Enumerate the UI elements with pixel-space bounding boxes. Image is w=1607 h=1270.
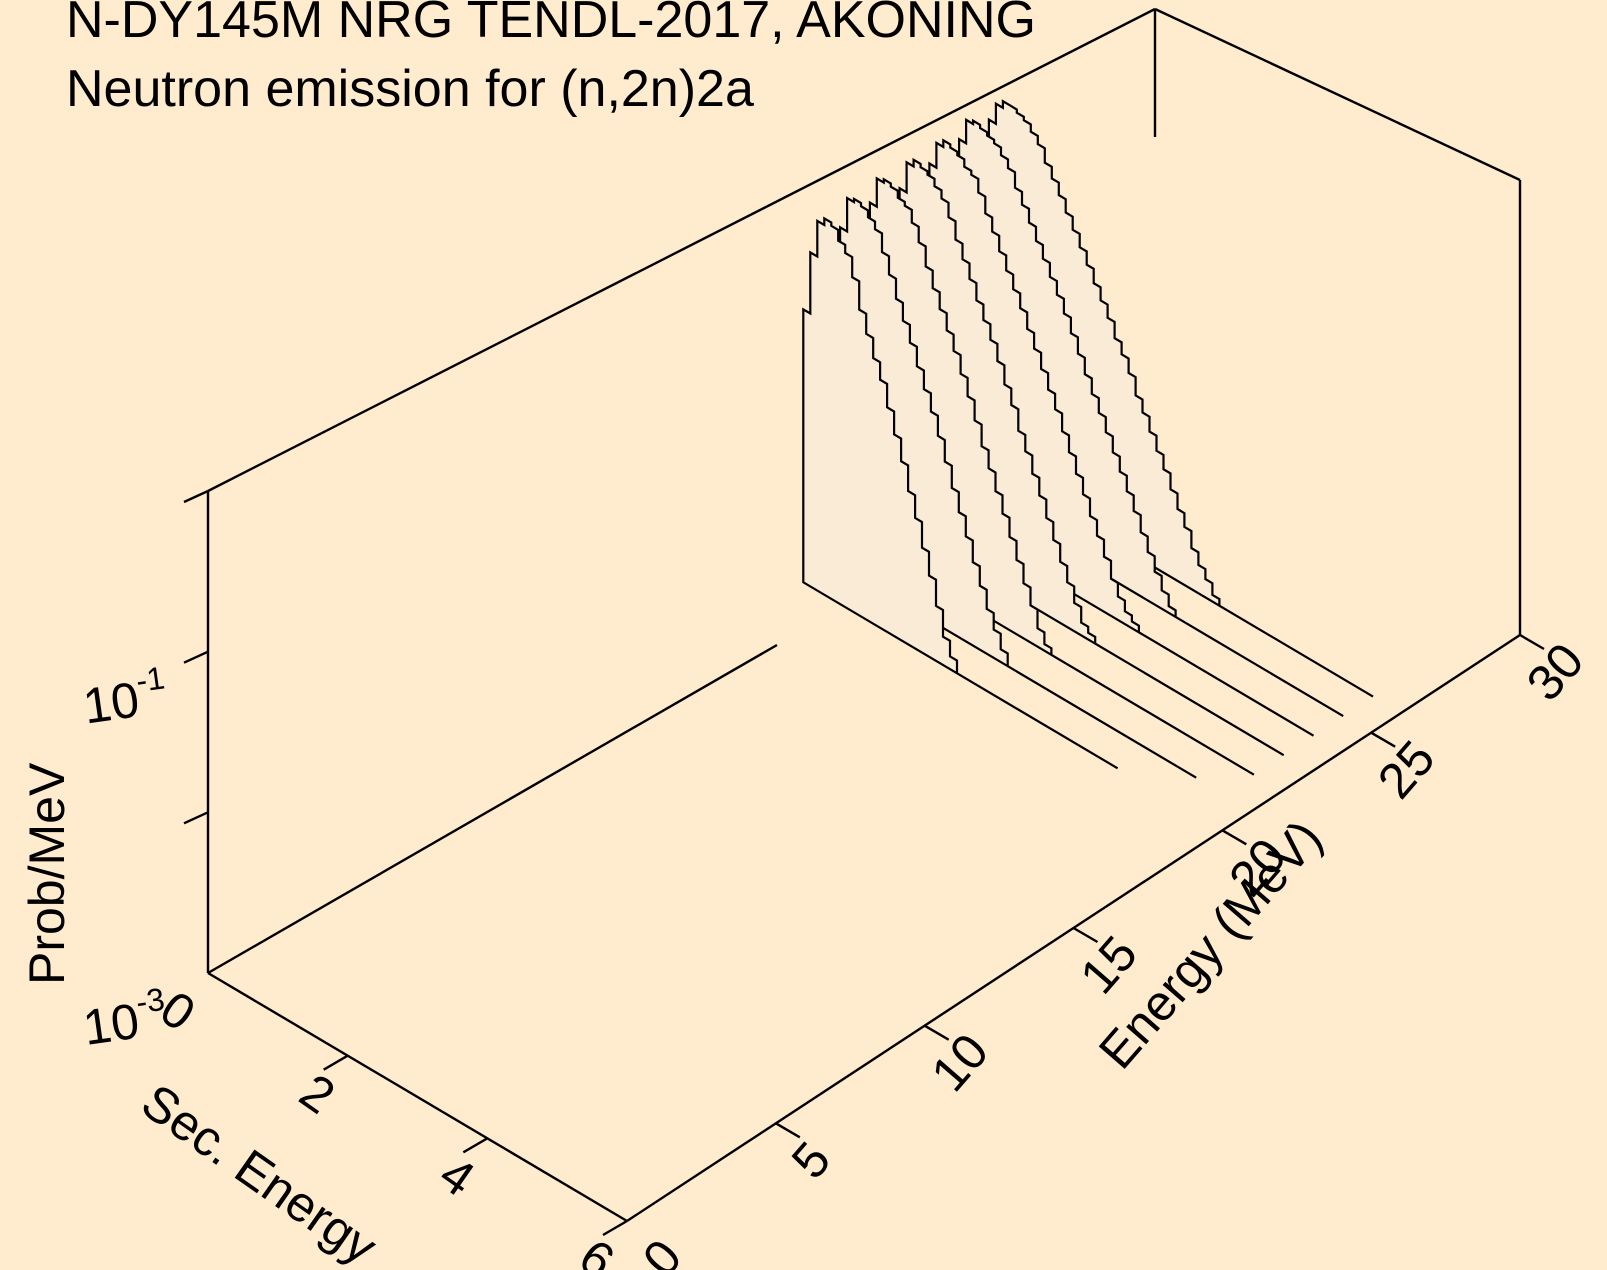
z-tick-label-10e-3: 10-3	[79, 981, 171, 1056]
y-tick-25	[1370, 731, 1396, 748]
z-axis-label: Prob/MeV	[19, 762, 75, 985]
x-tick-6	[602, 1219, 628, 1237]
y-tick-label-30: 30	[1516, 632, 1595, 711]
x-axis-label: Sec. Energy	[132, 1073, 387, 1270]
x-tick-label-6: 6	[569, 1228, 624, 1270]
y-tick-label-5: 5	[781, 1131, 842, 1189]
y-tick-5	[775, 1122, 801, 1139]
y-tick-30	[1519, 633, 1545, 651]
x-tick-2	[323, 1054, 349, 1071]
spectrum-series-20-mev	[802, 216, 1119, 770]
chart-subtitle: Neutron emission for (n,2n)2a	[66, 60, 754, 118]
z-tick-label-10e-1: 10-1	[79, 659, 171, 734]
y-tick-label-25: 25	[1367, 730, 1446, 809]
x-axis-line	[207, 971, 628, 1223]
spectrum-series-26-mev	[980, 99, 1374, 698]
right-top-edge	[1154, 7, 1521, 182]
y-tick-20	[1221, 829, 1247, 846]
y-tick-15	[1072, 926, 1099, 944]
y-tick-label-10: 10	[920, 1023, 999, 1102]
back-top-edge	[207, 7, 1156, 493]
x-tick-label-4: 4	[430, 1145, 485, 1207]
x-tick-4	[462, 1137, 488, 1154]
z-tick	[183, 489, 209, 504]
floor-back-edge	[207, 643, 778, 975]
x-tick-label-2: 2	[290, 1063, 345, 1125]
chart-title: N-DY145M NRG TENDL-2017, AKONING	[66, 0, 1036, 49]
z-tick	[183, 811, 209, 825]
y-tick-10	[924, 1024, 950, 1041]
y-tick-label-0: 0	[632, 1229, 693, 1270]
tick-marks	[183, 489, 1545, 1237]
spectra-group	[802, 99, 1374, 779]
z-tick	[183, 650, 209, 664]
